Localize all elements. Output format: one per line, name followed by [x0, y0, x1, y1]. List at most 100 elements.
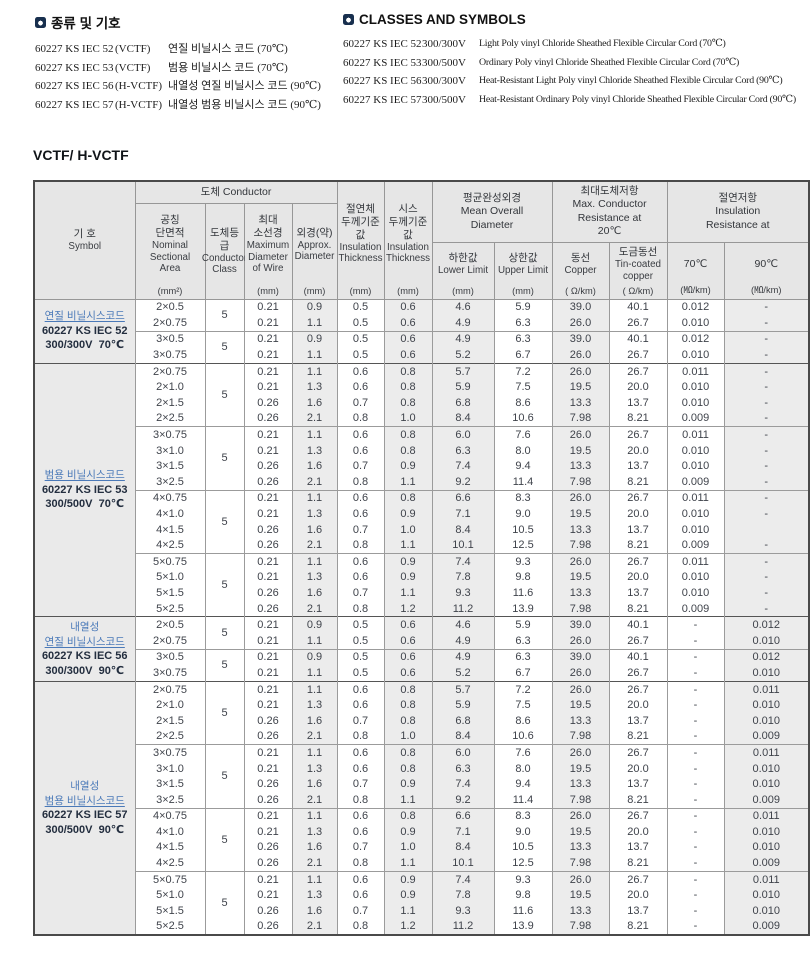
cable-description: Light Poly vinyl Chloride Sheathed Flexi… — [479, 38, 726, 49]
header-70c: 70℃ (㏁/km) — [666, 241, 725, 300]
table-cell: 19.5 — [551, 824, 610, 840]
standard-code: 60227 KS IEC 56 — [35, 80, 114, 93]
table-cell: 2.1 — [291, 600, 338, 617]
table-cell: 1.0 — [383, 410, 433, 427]
table-cell: - — [666, 712, 725, 729]
table-cell: - — [723, 410, 810, 427]
table-cell: 7.5 — [493, 379, 553, 396]
table-cell: 8.21 — [608, 410, 668, 427]
table-cell: 0.8 — [383, 362, 433, 380]
table-cell: 1.3 — [291, 569, 338, 586]
table-cell: 5×2.5 — [134, 918, 206, 936]
table-cell: 0.010 — [723, 697, 810, 713]
table-cell: 4×0.75 — [134, 807, 206, 825]
header-kr: 절연저항 Insulation Resistance at — [705, 191, 770, 231]
table-cell: 3×0.5 — [134, 648, 206, 666]
table-cell: 13.3 — [551, 903, 610, 919]
table-cell: 8.21 — [608, 728, 668, 745]
table-cell: 20.0 — [608, 887, 668, 904]
table-cell: 0.009 — [666, 600, 725, 617]
table-row: 4×0.75 5 0.21 1.1 0.6 0.8 6.6 8.3 26.0 26.7-0.011 — [34, 807, 810, 872]
table-cell: 26.0 — [551, 552, 610, 570]
cable-type: (VCTF) — [115, 43, 151, 55]
table-cell: 1.6 — [291, 395, 338, 411]
table-row: 5×0.75 5 0.21 1.1 0.6 0.9 7.4 9.3 26.0 26.7 0.011- — [34, 552, 810, 617]
table-cell: 5×1.5 — [134, 585, 206, 601]
table-cell: 7.98 — [551, 728, 610, 745]
table-cell: 5.9 — [493, 298, 553, 316]
table-cell: 20.0 — [608, 506, 668, 522]
group-label-line: 내열성 — [70, 621, 100, 634]
table-row: 4×1.0 0.21 1.3 0.6 0.9 7.1 9.0 19.5 20.0 0.010- — [34, 506, 810, 522]
table-cell: 0.26 — [243, 410, 293, 427]
table-cell: 3×1.0 — [134, 442, 206, 459]
table-cell: 13.7 — [608, 903, 668, 919]
group-label-line: 범용 비닐시스코드 — [44, 794, 125, 807]
table-cell: 8.21 — [608, 474, 668, 491]
header-en: Insulation Thickness — [338, 241, 383, 265]
table-cell: 26.0 — [551, 315, 610, 332]
table-cell: 0.21 — [243, 760, 293, 777]
table-cell: 40.1 — [608, 330, 668, 348]
group-label-line: 60227 KS IEC 52 — [41, 324, 128, 337]
header-en: Conductor Class — [201, 252, 248, 276]
list-item: 60227 KS IEC 56 300/300V Heat-Resistant … — [343, 72, 808, 91]
table-cell: 0.5 — [336, 347, 385, 364]
table-cell: 13.9 — [493, 918, 553, 936]
table-cell: 26.0 — [551, 426, 610, 443]
table-cell: 26.0 — [551, 632, 610, 650]
table-cell: 5.9 — [431, 379, 495, 396]
table-cell: 0.21 — [243, 552, 293, 570]
header-kr: 기 호 — [73, 228, 96, 240]
table-cell: 0.5 — [336, 298, 385, 316]
table-cell: 26.7 — [608, 426, 668, 443]
conductor-class-cell: 5 — [204, 807, 245, 872]
header-unit: (mm) — [452, 285, 474, 296]
table-cell: 0.8 — [336, 918, 385, 936]
table-row: 범용 비닐시스코드 60227 KS IEC 53 300/500V 70℃ 2×0.… — [33, 362, 810, 617]
table-cell: 0.8 — [383, 379, 433, 396]
table-cell: 0.21 — [243, 697, 293, 713]
table-row: 3×1.5 0.26 1.6 0.7 0.9 7.4 9.4 13.3 13.7-0.010 — [34, 776, 810, 792]
table-cell: 7.98 — [551, 600, 610, 617]
table-cell: 0.6 — [383, 632, 433, 650]
symbol-cell: 내열성 연질 비닐시스코드 60227 KS IEC 56 300/300V 90℃ — [33, 616, 136, 682]
table-cell: 39.0 — [551, 298, 610, 316]
table-cell: 26.0 — [551, 489, 610, 507]
table-cell: 9.8 — [493, 569, 553, 586]
table-cell: 6.7 — [493, 347, 553, 364]
table-cell: 9.3 — [493, 552, 553, 570]
table-cell: 4×1.0 — [134, 824, 206, 840]
table-cell: 0.6 — [336, 744, 385, 761]
table-row: 5×2.5 0.26 2.1 0.8 1.2 11.2 13.9 7.98 8.21-0.009 — [34, 918, 810, 936]
header-90c: 90℃ (㏁/km) — [723, 241, 810, 300]
table-cell: - — [723, 537, 810, 554]
table-cell: 39.0 — [551, 616, 610, 633]
table-cell: 0.010 — [723, 632, 810, 650]
header-kr: 하한값 — [448, 251, 478, 264]
table-cell: 0.011 — [723, 680, 810, 698]
table-cell: 0.8 — [383, 442, 433, 459]
header-max-wire-diameter: 최대 소선경 Maximum Diameter of Wire (mm) — [243, 202, 293, 300]
table-cell: 2×1.0 — [134, 697, 206, 713]
square-bullet-icon — [343, 14, 354, 25]
table-cell: 4×0.75 — [134, 489, 206, 507]
table-row: 3×0.5 5 0.21 0.9 0.5 0.6 4.9 6.3 39.0 40.1 0.012- — [34, 330, 810, 364]
table-cell: 0.9 — [383, 776, 433, 792]
standard-code: 60227 KS IEC 52 — [35, 43, 114, 55]
table-cell: 7.2 — [493, 362, 553, 380]
table-cell: 13.7 — [608, 585, 668, 601]
group-label-line: 60227 KS IEC 53 — [41, 483, 128, 496]
table-cell: 0.21 — [243, 824, 293, 840]
conductor-class-cell: 5 — [204, 744, 245, 808]
table-body: 연질 비닐시스코드 60227 KS IEC 52 300/300V 70℃ 2×0.… — [33, 298, 810, 936]
table-cell: 0.6 — [336, 569, 385, 586]
table-cell: 19.5 — [551, 379, 610, 396]
table-cell: 0.26 — [243, 791, 293, 808]
table-row: 내열성 범용 비닐시스코드 60227 KS IEC 57 300/500V 90℃ 2… — [33, 680, 810, 936]
table-cell: 9.3 — [493, 870, 553, 888]
table-cell: 0.21 — [243, 569, 293, 586]
table-cell: 0.6 — [336, 760, 385, 777]
table-cell: 0.26 — [243, 395, 293, 411]
table-cell: 2.1 — [291, 791, 338, 808]
